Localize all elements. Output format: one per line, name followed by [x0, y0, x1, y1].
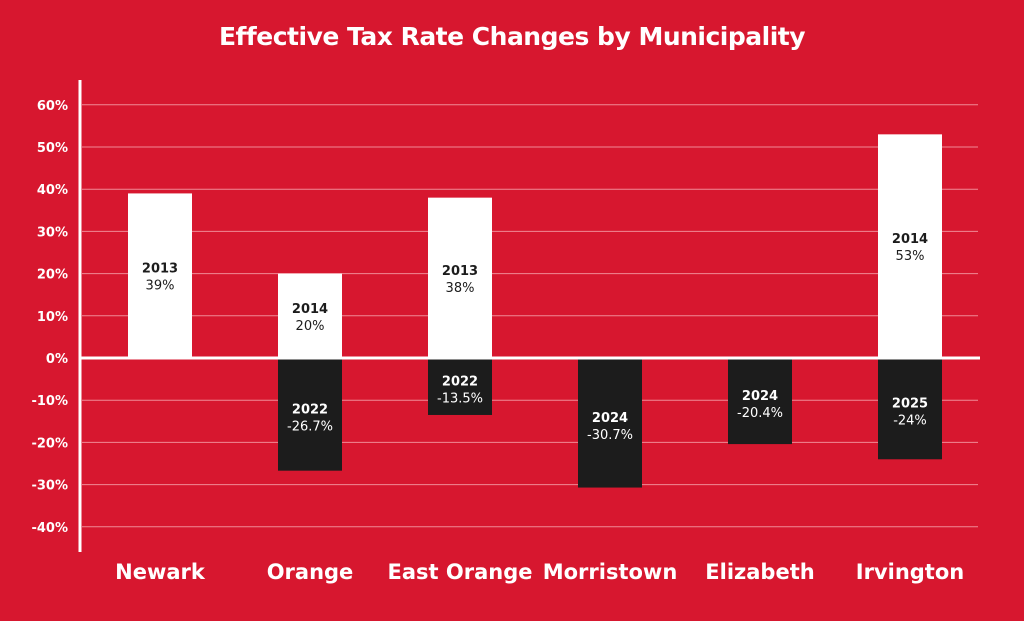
bar-value-label: 38%: [446, 281, 475, 296]
bar-increase: [128, 193, 192, 358]
bar-year-label: 2022: [292, 402, 328, 417]
x-category-label: Morristown: [543, 560, 678, 584]
x-category-label: East Orange: [388, 560, 533, 584]
bar-year-label: 2014: [292, 302, 328, 317]
bar-increase: [278, 273, 342, 358]
bar-value-label: -13.5%: [437, 391, 483, 406]
y-tick-label: 0%: [46, 352, 68, 367]
bar-year-label: 2024: [592, 411, 628, 426]
y-tick-label: 50%: [37, 141, 68, 156]
y-tick-label: 30%: [37, 225, 68, 240]
x-category-label: Elizabeth: [705, 560, 814, 584]
y-tick-label: 20%: [37, 268, 68, 283]
y-tick-label: 10%: [37, 310, 68, 325]
bar-year-label: 2025: [892, 397, 928, 412]
bar-year-label: 2013: [142, 262, 178, 277]
bar-year-label: 2022: [442, 374, 478, 389]
bar-increase: [878, 134, 942, 358]
bar-decrease: [578, 358, 642, 488]
bar-decrease: [728, 358, 792, 445]
bar-value-label: -26.7%: [287, 419, 333, 434]
x-category-label: Newark: [115, 560, 206, 584]
bar-value-label: 39%: [146, 279, 175, 294]
y-tick-label: -20%: [31, 436, 68, 451]
bar-year-label: 2024: [742, 389, 778, 404]
bar-year-label: 2013: [442, 264, 478, 279]
chart-title: Effective Tax Rate Changes by Municipali…: [218, 22, 806, 51]
x-category-label: Orange: [267, 560, 354, 584]
y-tick-label: 40%: [37, 183, 68, 198]
x-category-label: Irvington: [856, 560, 964, 584]
bar-year-label: 2014: [892, 232, 928, 247]
bar-value-label: -24%: [893, 414, 927, 429]
y-tick-label: -40%: [31, 521, 68, 536]
bar-decrease: [878, 358, 942, 460]
y-tick-label: -30%: [31, 479, 68, 494]
bar-value-label: -20.4%: [737, 406, 783, 421]
bar-value-label: -30.7%: [587, 428, 633, 443]
bar-value-label: 53%: [896, 249, 925, 264]
bar-decrease: [278, 358, 342, 471]
bar-increase: [428, 197, 492, 358]
y-tick-label: 60%: [37, 99, 68, 114]
y-tick-label: -10%: [31, 394, 68, 409]
bar-decrease: [428, 358, 492, 415]
bar-value-label: 20%: [296, 319, 325, 334]
